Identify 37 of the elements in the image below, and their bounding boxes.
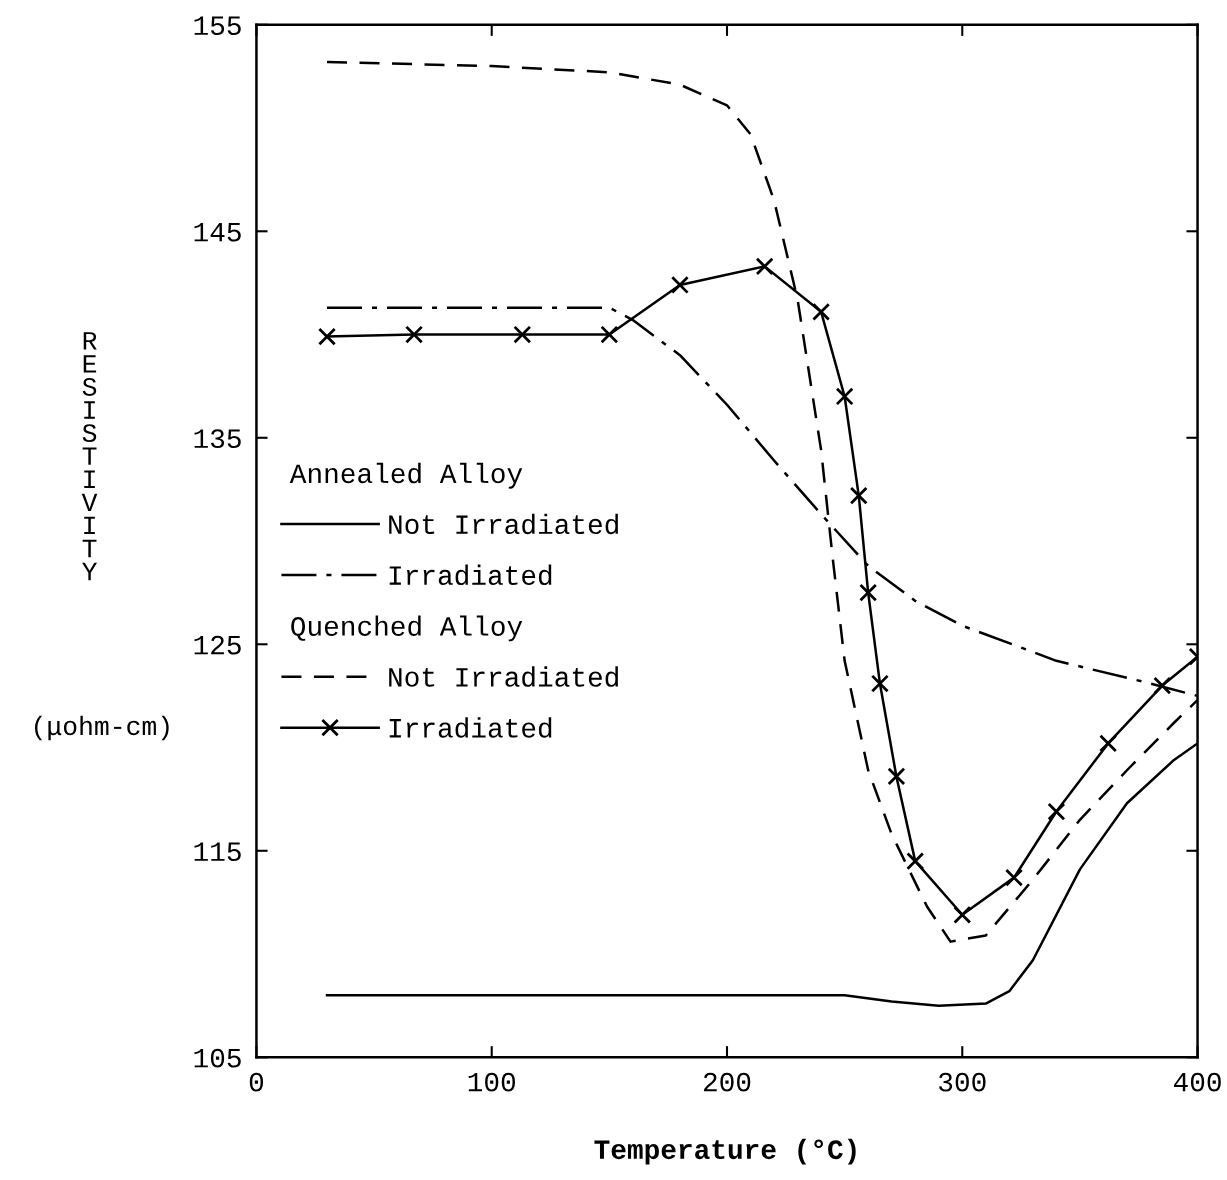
legend-label: Irradiated bbox=[389, 564, 552, 586]
x-axis-title: Temperature (°C) bbox=[594, 1138, 856, 1165]
y-tick-label: 155 bbox=[194, 16, 241, 36]
legend-label: Not Irradiated bbox=[389, 513, 618, 535]
point bbox=[849, 486, 868, 505]
y-tick-label: 125 bbox=[194, 635, 241, 655]
y-tick-label: 135 bbox=[194, 429, 241, 449]
annotation: Quenched Alloy bbox=[291, 615, 523, 642]
point bbox=[318, 327, 337, 346]
point bbox=[1153, 676, 1172, 695]
point bbox=[755, 257, 774, 276]
point bbox=[870, 674, 889, 693]
x-tick-label: 400 bbox=[1173, 1072, 1221, 1092]
point bbox=[1099, 734, 1118, 753]
point bbox=[1047, 802, 1066, 821]
point bbox=[859, 583, 878, 602]
point bbox=[1005, 868, 1024, 887]
x-tick-label: 100 bbox=[468, 1072, 516, 1092]
annotation: Annealed Alloy bbox=[289, 462, 523, 489]
text: RESISTIVITY (μohm-cm) bbox=[34, 332, 169, 741]
point bbox=[835, 387, 854, 406]
legend-label: Not Irradiated bbox=[389, 666, 618, 687]
x-tick-label: 300 bbox=[939, 1072, 986, 1092]
point bbox=[953, 905, 972, 924]
point bbox=[812, 302, 831, 321]
point bbox=[513, 325, 532, 344]
point bbox=[600, 325, 619, 344]
x-tick-label: 0 bbox=[249, 1072, 264, 1092]
point bbox=[670, 275, 689, 294]
point bbox=[887, 767, 906, 786]
point bbox=[405, 325, 424, 344]
x-tick-label: 200 bbox=[703, 1072, 751, 1092]
y-tick-label: 115 bbox=[194, 842, 241, 862]
y-tick-label: 105 bbox=[194, 1048, 241, 1068]
legend-label: Irradiated bbox=[389, 717, 552, 738]
point bbox=[906, 852, 925, 871]
y-tick-label: 145 bbox=[194, 223, 241, 242]
